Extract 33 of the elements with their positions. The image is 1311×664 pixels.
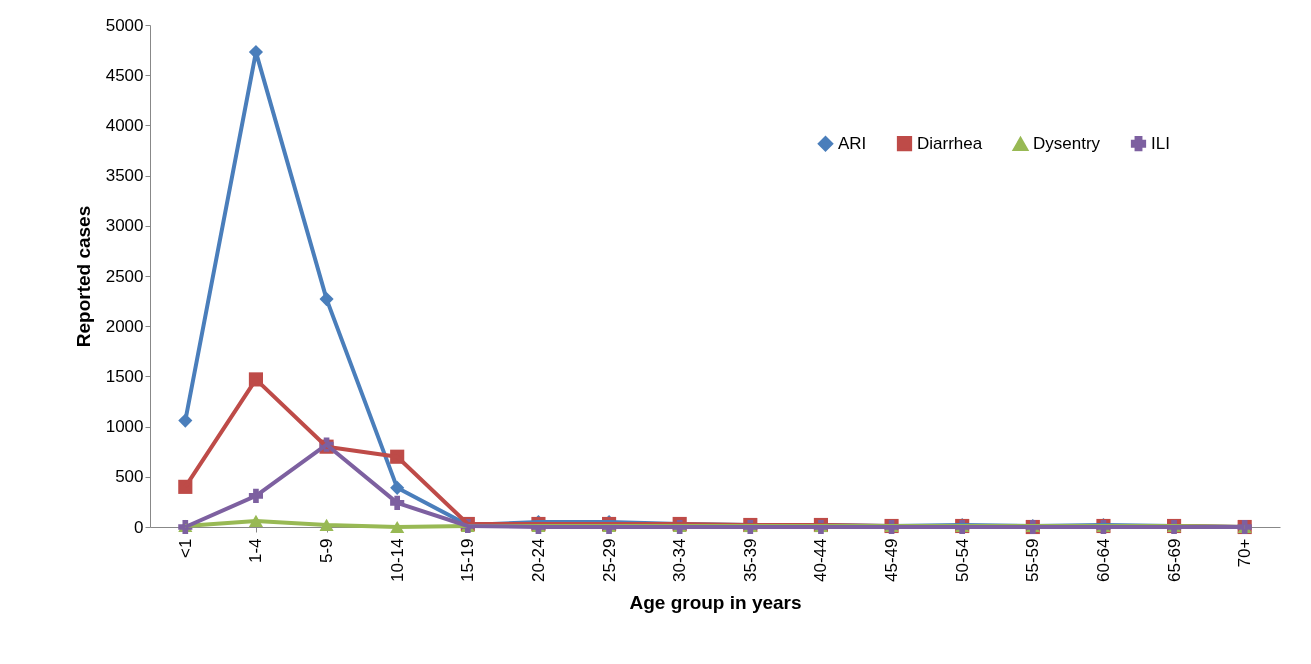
y-tick-label: 1500 xyxy=(105,366,144,386)
x-tick-label: 40-44 xyxy=(811,538,831,582)
y-tick-label: 5000 xyxy=(105,15,144,35)
legend-label: ILI xyxy=(1151,133,1170,153)
x-tick-label: 70+ xyxy=(1235,538,1255,568)
x-tick-label: 10-14 xyxy=(387,538,407,582)
x-tick-label: 35-39 xyxy=(740,538,760,582)
y-tick-label: 3000 xyxy=(105,216,144,236)
x-tick-label: <1 xyxy=(175,538,195,558)
x-tick-label: 30-34 xyxy=(670,538,690,582)
y-tick-label: 2500 xyxy=(105,266,144,286)
x-axis-title: Age group in years xyxy=(629,591,802,613)
x-tick-label: 20-24 xyxy=(528,538,548,582)
x-tick-label: 15-19 xyxy=(458,538,478,582)
x-tick-label: 45-49 xyxy=(882,538,902,582)
x-tick-label: 60-64 xyxy=(1093,538,1113,582)
legend-label: Dysentry xyxy=(1033,134,1101,154)
y-axis-title: Reported cases xyxy=(72,205,94,348)
y-tick-label: 0 xyxy=(134,517,144,537)
y-tick-label: 4500 xyxy=(105,65,144,85)
y-tick-label: 3500 xyxy=(105,166,144,186)
x-tick-label: 50-54 xyxy=(952,538,972,582)
x-tick-label: 1-4 xyxy=(246,538,266,564)
legend-label: Diarrhea xyxy=(917,133,983,153)
x-tick-label: 5-9 xyxy=(317,538,337,564)
y-tick-label: 2000 xyxy=(105,316,144,336)
x-tick-label: 65-69 xyxy=(1164,538,1184,582)
legend-label: ARI xyxy=(838,133,867,153)
y-tick-label: 4000 xyxy=(105,115,144,135)
x-tick-label: 25-29 xyxy=(599,538,619,582)
x-tick-label: 55-59 xyxy=(1023,538,1043,582)
y-tick-label: 500 xyxy=(115,467,144,487)
y-tick-label: 1000 xyxy=(105,417,144,437)
